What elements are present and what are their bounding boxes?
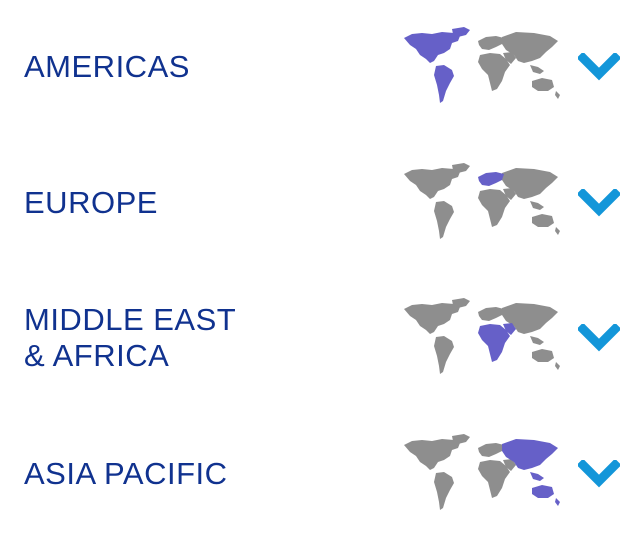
expand-asia-pacific-button[interactable] bbox=[572, 454, 626, 494]
region-europe[interactable]: EUROPE bbox=[0, 153, 640, 253]
region-title: ASIA PACIFIC bbox=[24, 456, 228, 492]
region-title-line: AMERICAS bbox=[24, 49, 190, 84]
region-title: MIDDLE EAST & AFRICA bbox=[24, 302, 236, 374]
region-title-line: MIDDLE EAST bbox=[24, 302, 237, 337]
region-asia-pacific[interactable]: ASIA PACIFIC bbox=[0, 424, 640, 524]
region-americas[interactable]: AMERICAS bbox=[0, 17, 640, 117]
region-title: AMERICAS bbox=[24, 49, 190, 85]
chevron-down-icon bbox=[578, 189, 620, 217]
world-map-americas-highlighted-icon bbox=[404, 27, 560, 103]
chevron-down-icon bbox=[578, 460, 620, 488]
chevron-down-icon bbox=[578, 53, 620, 81]
region-middle-east-africa[interactable]: MIDDLE EAST & AFRICA bbox=[0, 288, 640, 388]
region-title: EUROPE bbox=[24, 185, 158, 221]
world-map-africa-highlighted-icon bbox=[404, 298, 560, 374]
expand-americas-button[interactable] bbox=[572, 47, 626, 87]
region-title-line: ASIA PACIFIC bbox=[24, 456, 228, 491]
region-title-line: EUROPE bbox=[24, 185, 158, 220]
region-title-line: & AFRICA bbox=[24, 338, 170, 373]
world-map-europe-highlighted-icon bbox=[404, 163, 560, 239]
expand-europe-button[interactable] bbox=[572, 183, 626, 223]
world-map-asia-pacific-highlighted-icon bbox=[404, 434, 560, 510]
chevron-down-icon bbox=[578, 324, 620, 352]
expand-middle-east-africa-button[interactable] bbox=[572, 318, 626, 358]
